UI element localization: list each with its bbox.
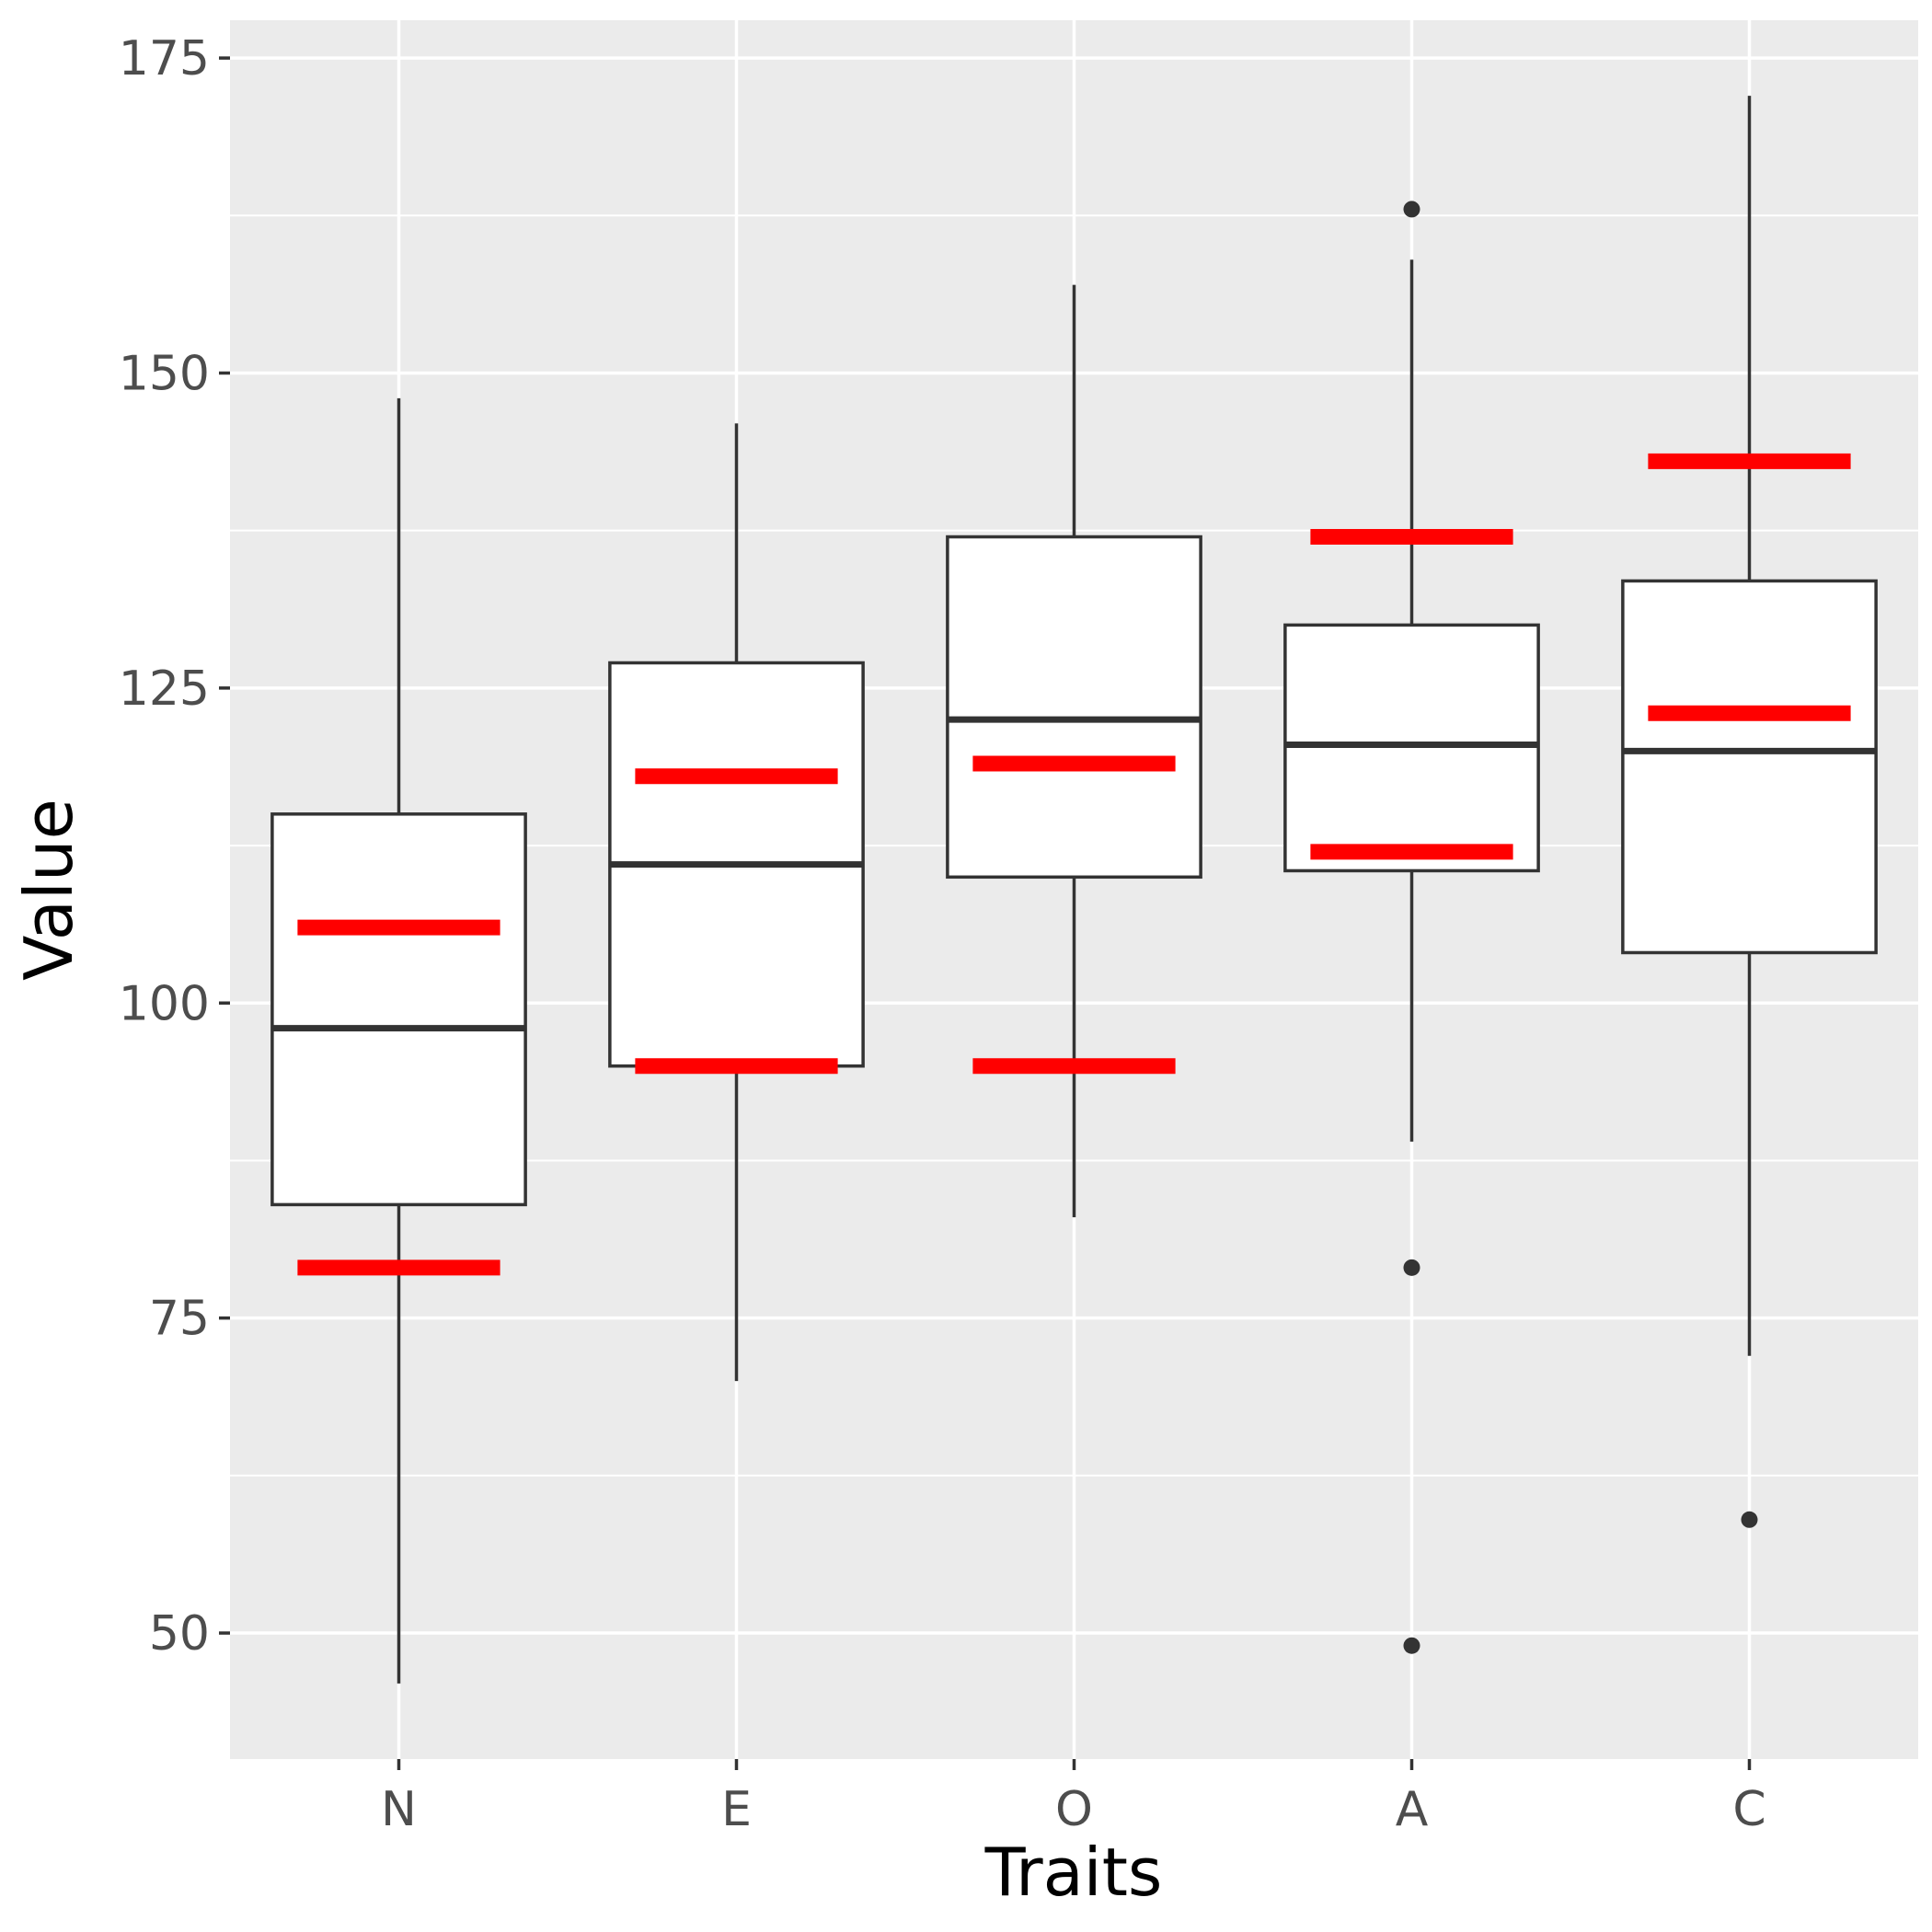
x-tick-label-C: C [1732, 1782, 1765, 1837]
box-iqr [1621, 579, 1878, 955]
box-N [270, 397, 527, 1684]
y-tick-label: 100 [119, 976, 210, 1031]
y-tick-label: 125 [119, 661, 210, 717]
x-tick-label-E: E [721, 1782, 752, 1837]
y-tick-label: 50 [149, 1606, 210, 1662]
box-iqr [270, 812, 527, 1207]
x-tick-label-O: O [1055, 1782, 1093, 1837]
y-tick-label: 175 [119, 31, 210, 86]
outlier-point [1741, 1511, 1758, 1528]
x-tick-label-N: N [381, 1782, 417, 1837]
boxes-layer [270, 96, 1878, 1684]
box-O [946, 284, 1202, 1218]
y-tick-label: 75 [149, 1292, 210, 1347]
box-C [1621, 96, 1878, 1528]
reference-lines-layer [297, 453, 1851, 1276]
outlier-point [1403, 1259, 1420, 1276]
y-tick-label: 150 [119, 346, 210, 401]
box-iqr [946, 535, 1202, 880]
box-A [1283, 201, 1540, 1654]
y-axis-title: Value [10, 799, 87, 981]
x-axis-title: Traits [984, 1834, 1163, 1911]
box-E [608, 423, 865, 1382]
outlier-point [1403, 1637, 1420, 1654]
x-tick-label-A: A [1396, 1782, 1429, 1837]
outlier-point [1403, 201, 1420, 218]
y-axis: 50 75 100 125 150 175 [119, 31, 230, 1662]
